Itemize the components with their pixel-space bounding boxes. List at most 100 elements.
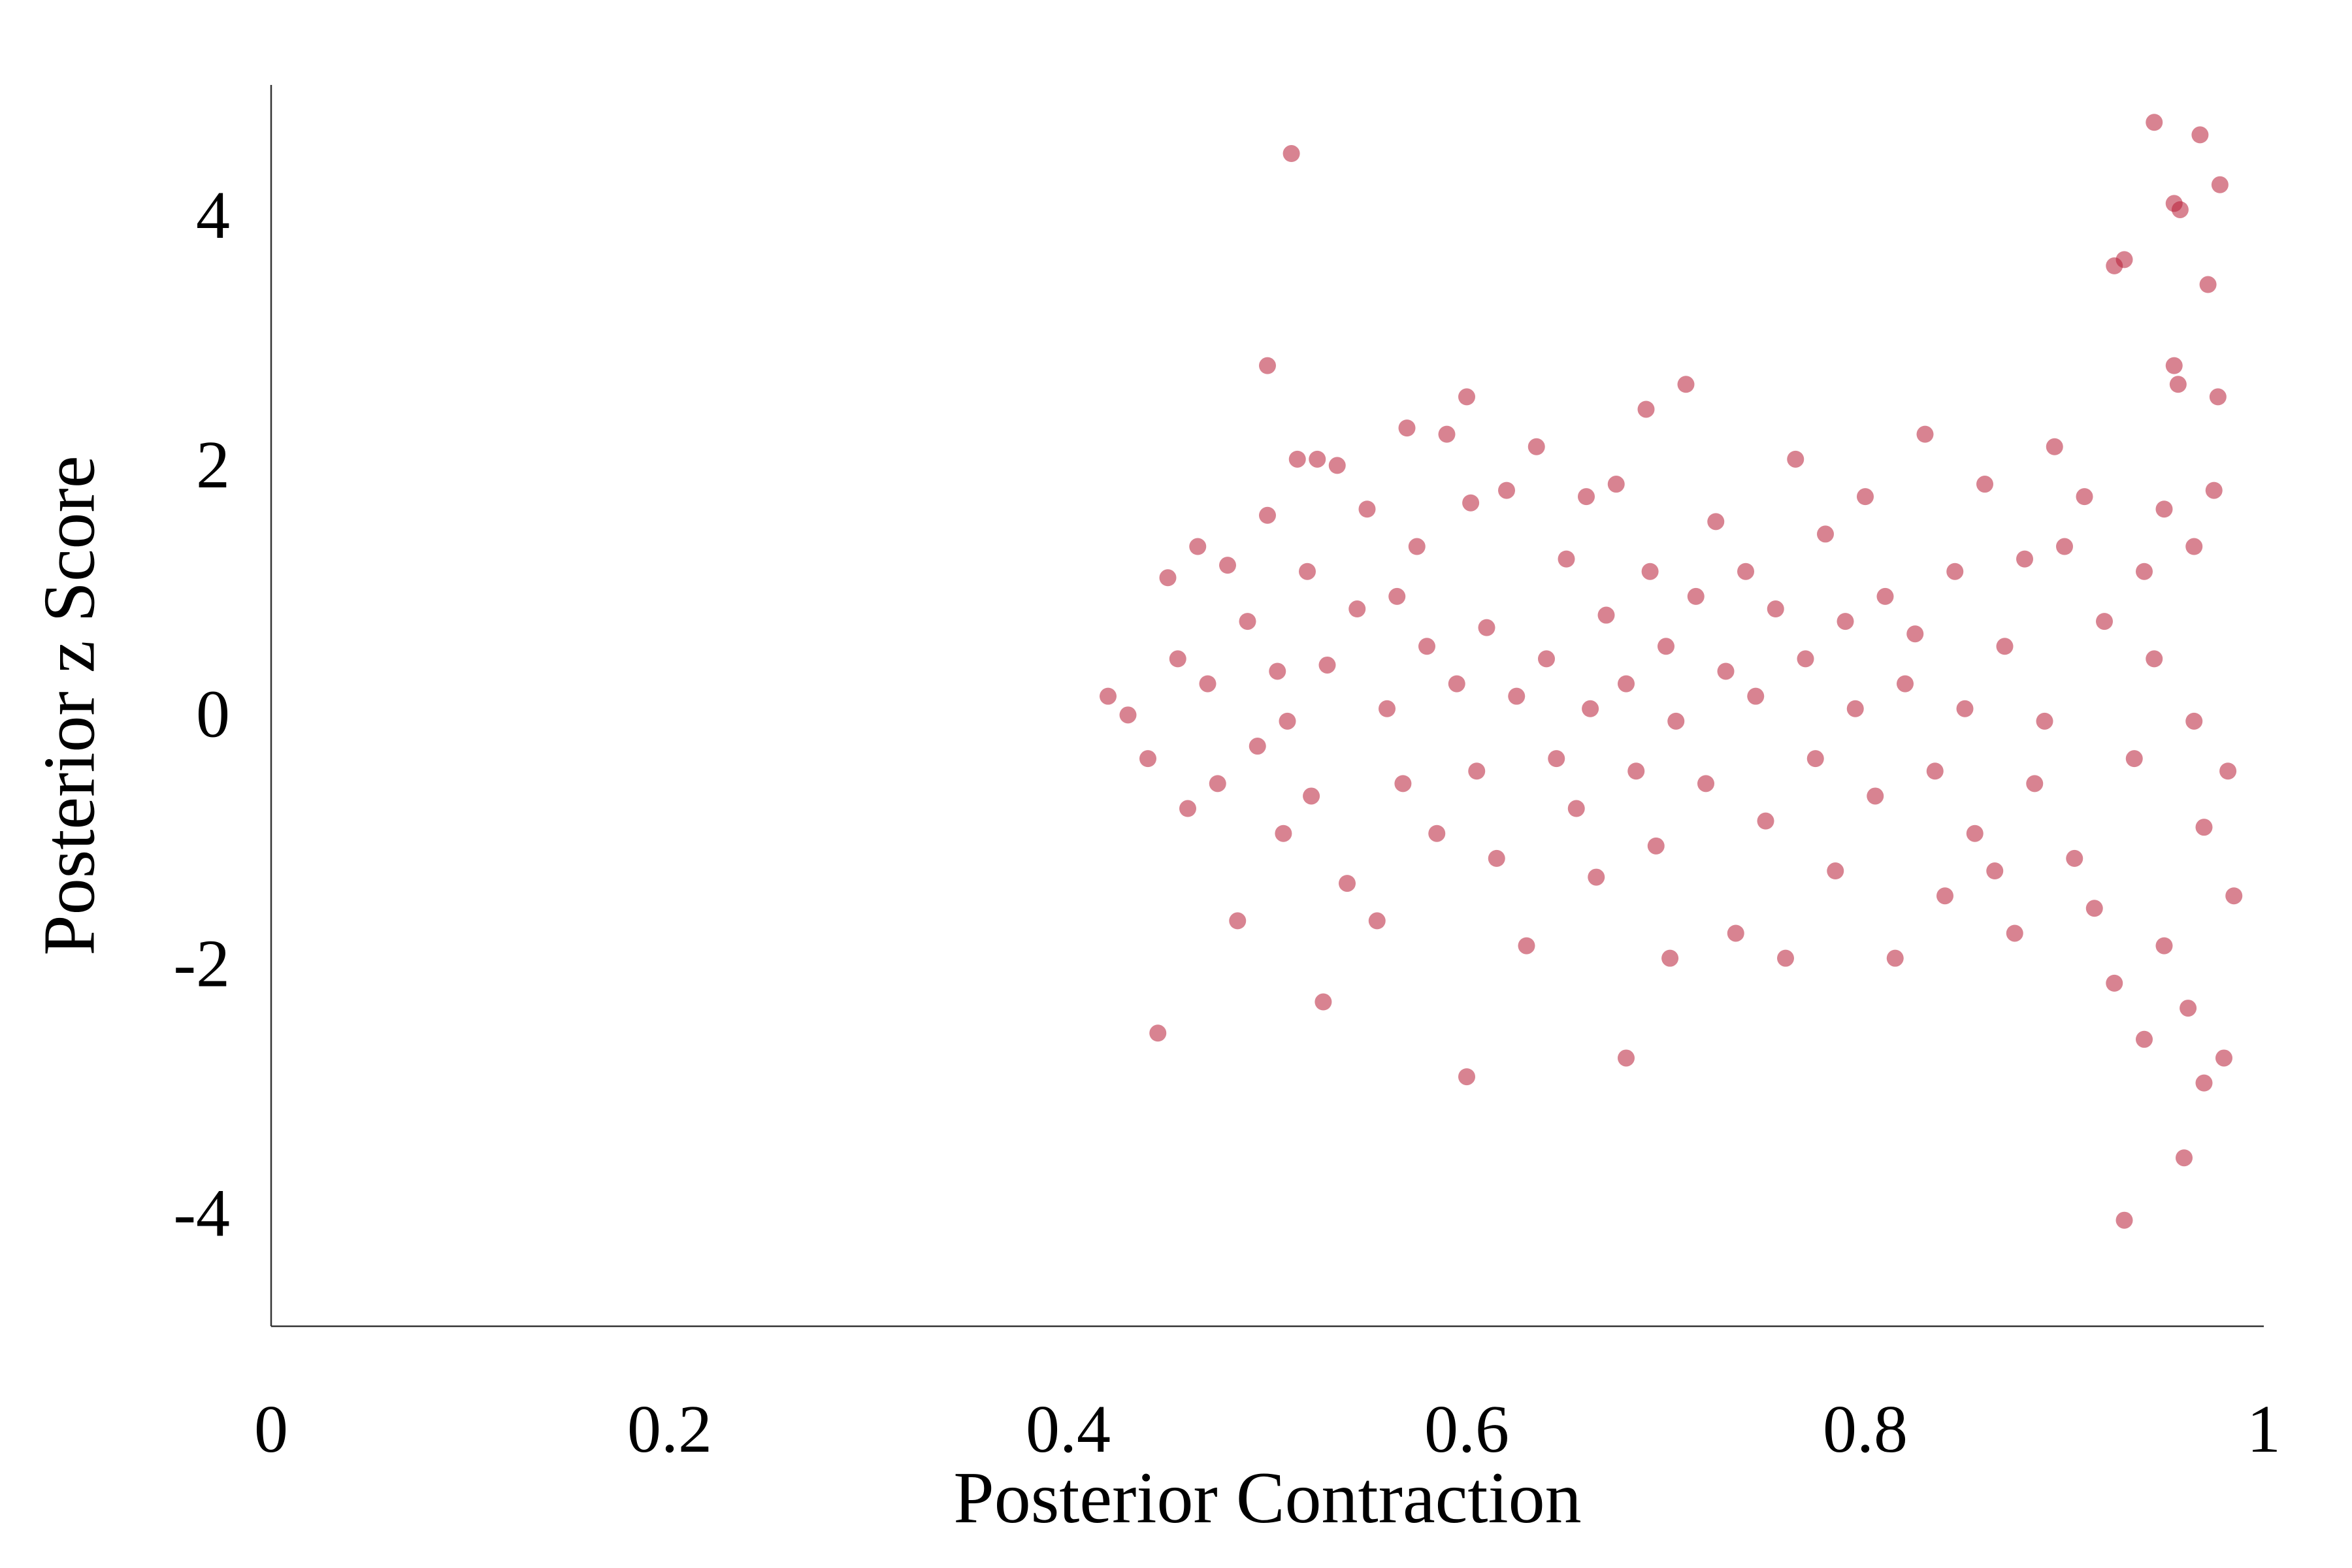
scatter-point xyxy=(1199,675,1217,693)
scatter-point xyxy=(1119,706,1137,724)
scatter-point xyxy=(1139,750,1156,768)
scatter-point xyxy=(1303,787,1320,805)
y-tick-label: -4 xyxy=(173,1176,230,1251)
scatter-point xyxy=(1488,849,1505,867)
scatter-point xyxy=(1641,563,1659,580)
scatter-point xyxy=(1328,457,1346,474)
x-tick-label: 0.2 xyxy=(627,1392,712,1467)
scatter-point xyxy=(2180,1000,2197,1017)
scatter-point xyxy=(1398,419,1416,437)
scatter-point xyxy=(1627,762,1645,780)
scatter-point xyxy=(1956,700,1974,717)
scatter-point xyxy=(2136,1030,2153,1048)
scatter-point xyxy=(1548,750,1565,768)
scatter-point xyxy=(1508,687,1526,705)
scatter-point xyxy=(1727,924,1744,942)
scatter-point xyxy=(1597,606,1615,624)
scatter-point xyxy=(2036,712,2053,730)
scatter-point xyxy=(1269,662,1286,680)
scatter-point xyxy=(1787,450,1805,468)
scatter-point xyxy=(1259,357,1276,374)
scatter-point xyxy=(2006,924,2023,942)
scatter-point xyxy=(1817,525,1834,543)
scatter-point xyxy=(1582,700,1599,717)
scatter-point xyxy=(1966,825,1984,842)
scatter-point xyxy=(1876,587,1894,605)
scatter-point xyxy=(2056,538,2073,555)
scatter-point xyxy=(1697,775,1714,792)
scatter-point xyxy=(1259,506,1276,524)
scatter-point xyxy=(2146,114,2163,131)
scatter-point xyxy=(2219,762,2237,780)
y-tick-label: -2 xyxy=(173,926,230,1002)
scatter-point xyxy=(1448,675,1465,693)
scatter-point xyxy=(1996,638,2014,655)
scatter-point xyxy=(1737,563,1754,580)
scatter-point xyxy=(1777,949,1794,967)
scatter-point xyxy=(1438,425,1456,443)
scatter-point xyxy=(1567,800,1585,817)
scatter-point xyxy=(1100,687,1117,705)
scatter-point xyxy=(2211,176,2229,193)
scatter-point xyxy=(1394,775,1412,792)
scatter-point xyxy=(1936,887,1953,905)
scatter-point xyxy=(1318,656,1336,674)
scatter-point xyxy=(2195,819,2213,836)
x-tick-label: 0.6 xyxy=(1424,1392,1509,1467)
scatter-point xyxy=(2185,538,2203,555)
scatter-point xyxy=(1348,600,1366,618)
points-layer xyxy=(1100,114,2243,1229)
scatter-point xyxy=(1169,650,1186,668)
scatter-point xyxy=(1209,775,1226,792)
scatter-point xyxy=(2106,974,2123,992)
scatter-point xyxy=(2209,388,2227,406)
scatter-point xyxy=(1189,538,1207,555)
scatter-point xyxy=(1906,625,1924,643)
scatter-point xyxy=(1462,494,1480,512)
scatter-point xyxy=(1388,587,1406,605)
scatter-point xyxy=(1658,638,1674,655)
scatter-point xyxy=(1309,450,1326,468)
scatter-point xyxy=(2076,488,2093,506)
scatter-point xyxy=(1498,482,1515,499)
scatter-point xyxy=(1282,145,1300,163)
scatter-point xyxy=(1747,687,1765,705)
scatter-point xyxy=(1315,993,1332,1011)
scatter-point xyxy=(1468,762,1486,780)
x-axis-title: Posterior Contraction xyxy=(953,1458,1581,1539)
scatter-point xyxy=(1339,875,1356,892)
scatter-point xyxy=(2171,201,2189,218)
scatter-point xyxy=(1588,868,1605,886)
scatter-point xyxy=(1837,613,1854,630)
x-tick-labels: 0 0.2 0.4 0.6 0.8 1 xyxy=(254,1392,2281,1467)
scatter-point xyxy=(1179,800,1196,817)
scatter-point xyxy=(2125,750,2143,768)
scatter-point xyxy=(1976,476,1993,493)
scatter-point xyxy=(1707,513,1725,531)
scatter-point xyxy=(2115,251,2133,269)
y-axis-title: Posterior z Score xyxy=(29,455,110,955)
scatter-point xyxy=(1916,425,1934,443)
scatter-point xyxy=(2155,937,2173,955)
scatter-point xyxy=(2225,887,2243,905)
scatter-point xyxy=(1886,949,1904,967)
scatter-point xyxy=(1607,476,1625,493)
scatter-point xyxy=(1897,675,1914,693)
scatter-point xyxy=(1867,787,1884,805)
scatter-point xyxy=(1418,638,1435,655)
scatter-point xyxy=(1926,762,1944,780)
scatter-point xyxy=(1846,700,1864,717)
scatter-point xyxy=(1827,862,1844,880)
scatter-point xyxy=(1368,912,1386,930)
scatter-point xyxy=(1149,1024,1167,1042)
scatter-point xyxy=(1458,1068,1475,1086)
scatter-point xyxy=(1288,450,1306,468)
scatter-point xyxy=(1527,438,1545,455)
x-tick-label: 0 xyxy=(254,1392,288,1467)
scatter-point xyxy=(2205,482,2223,499)
scatter-point xyxy=(1458,388,1475,406)
scatter-point xyxy=(1478,619,1495,636)
scatter-point xyxy=(1229,912,1247,930)
scatter-point xyxy=(1637,400,1655,418)
